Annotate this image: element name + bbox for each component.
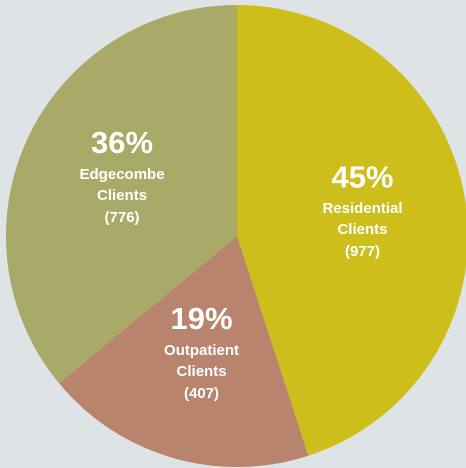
slice-percent: 19% [171, 301, 233, 336]
pie-slice [237, 5, 466, 456]
pie-slice [59, 236, 309, 468]
slice-percent: 36% [91, 125, 153, 160]
slice-percent: 45% [331, 159, 393, 194]
slice-label: Edgecombe Clients [80, 166, 165, 204]
slice-label: Residential Clients [322, 200, 402, 238]
slice-count: (977) [345, 243, 380, 260]
slice-label: Outpatient Clients [164, 342, 239, 380]
slice-count: (407) [184, 385, 219, 402]
pie-slice [6, 5, 238, 384]
slice-count: (776) [105, 209, 140, 226]
